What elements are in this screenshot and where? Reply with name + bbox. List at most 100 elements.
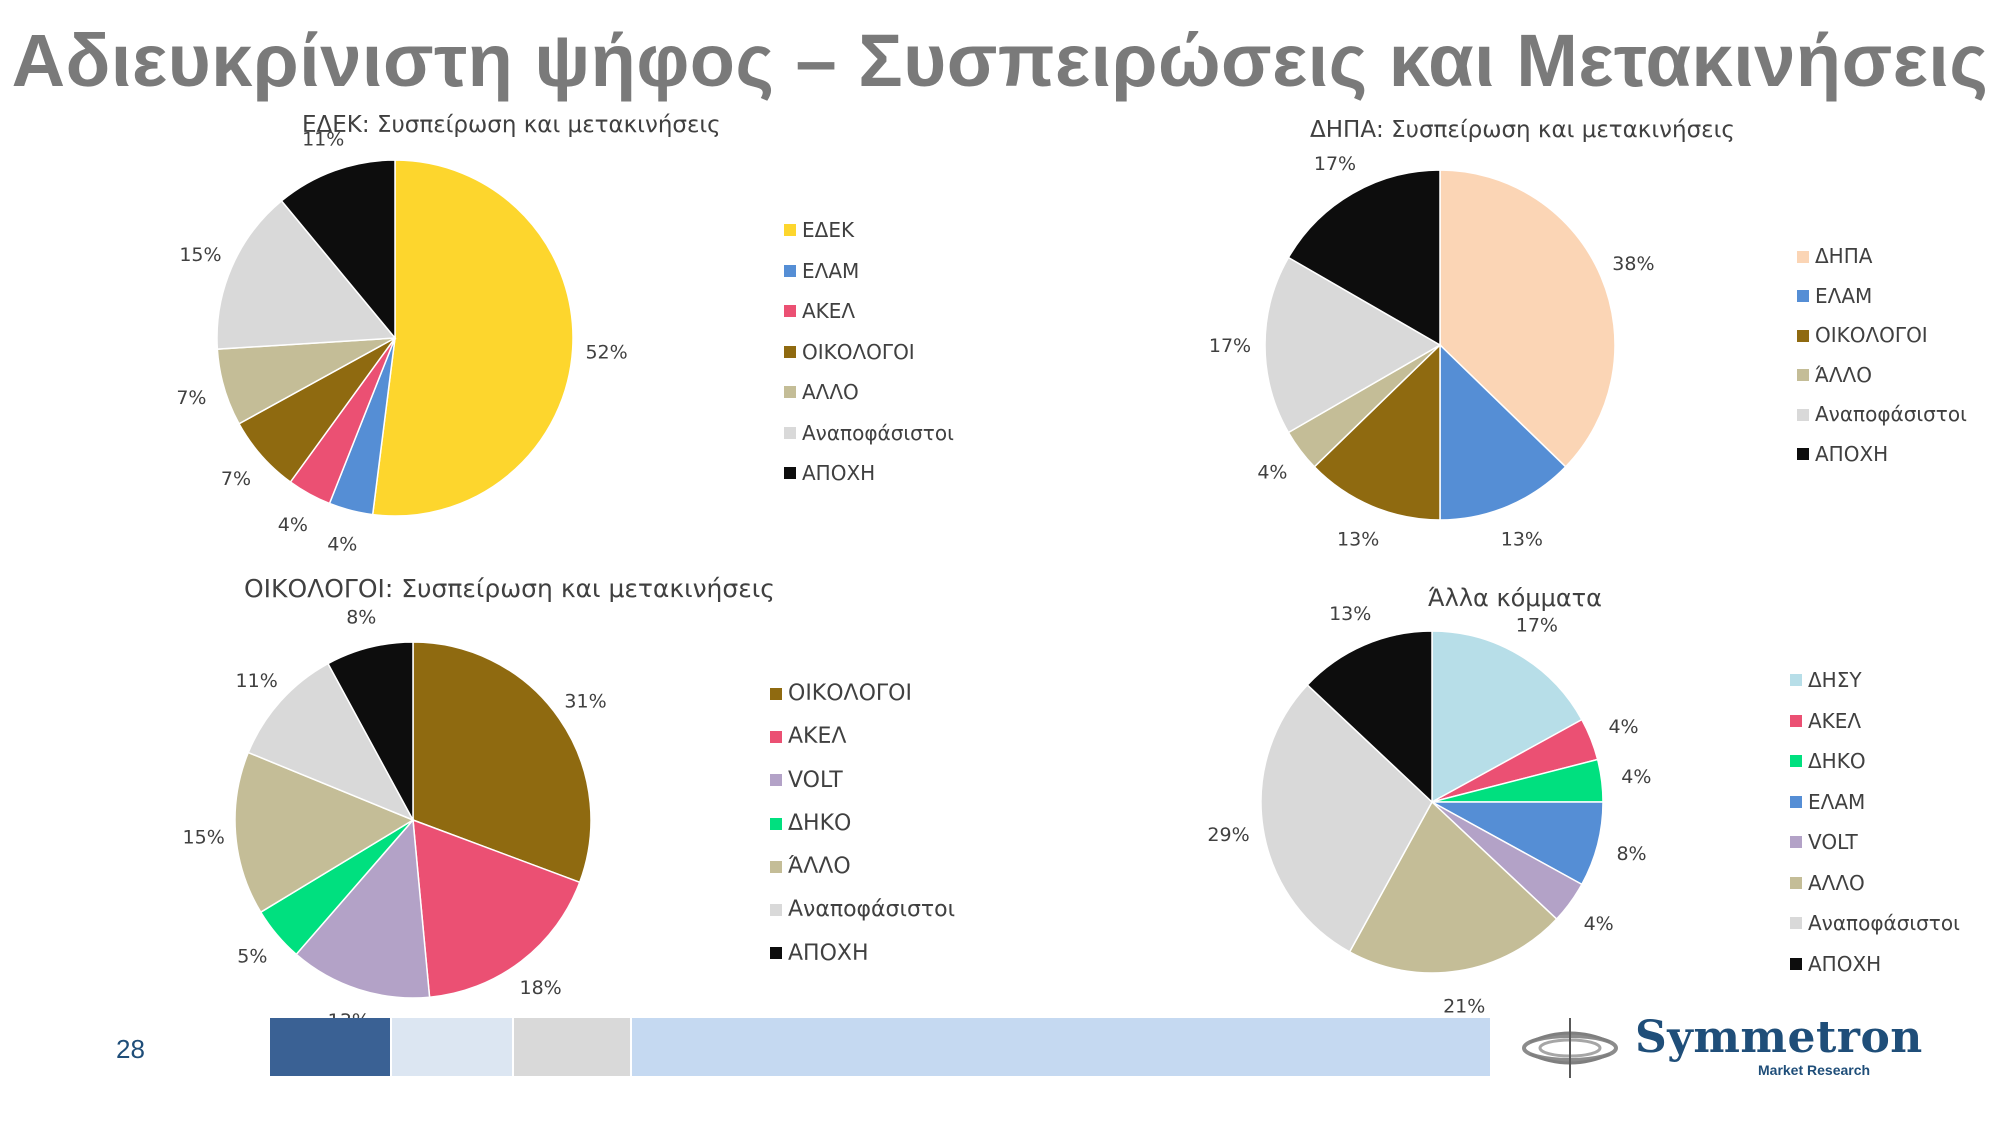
pie-slice	[412, 641, 592, 884]
pie-data-label: 4%	[1621, 766, 1651, 788]
legend-item: ΆΛΛΟ	[770, 845, 955, 888]
legend-item: ΕΛΑΜ	[1797, 277, 1967, 317]
legend-swatch	[770, 730, 782, 743]
legend-swatch	[1797, 369, 1809, 382]
legend-label: ΔΗΠΑ	[1815, 244, 1873, 268]
legend-label: ΆΛΛΟ	[1815, 362, 1872, 387]
chart-title-dhpa: ΔΗΠΑ: Συσπείρωση και μετακινήσεις	[1310, 117, 1735, 143]
legend-swatch	[784, 264, 796, 277]
legend-swatch	[1797, 290, 1809, 303]
legend-item: Αναποφάσιστοι	[1790, 903, 1960, 944]
legend-item: ΑΠΟΧΗ	[1797, 435, 1967, 475]
pie-data-label: 13%	[1329, 603, 1371, 625]
legend-alla-kommata: ΔΗΣΥ ΑΚΕΛ ΔΗΚΟ ΕΛΑΜ VOLT ΑΛΛΟ Αναποφάσιστοι ΑΠΟ…	[1790, 660, 1960, 984]
legend-item: Αναποφάσιστοι	[784, 413, 954, 454]
pie-slice	[1306, 630, 1433, 804]
pie-slice	[412, 818, 581, 999]
legend-item: VOLT	[1790, 822, 1960, 863]
pie-data-label: 5%	[237, 945, 267, 967]
legend-swatch	[1790, 876, 1802, 889]
legend-item: ΔΗΚΟ	[1790, 741, 1960, 782]
legend-item: ΟΙΚΟΛΟΓΟΙ	[1797, 316, 1967, 356]
legend-label: ΟΙΚΟΛΟΓΟΙ	[788, 681, 912, 706]
legend-item: ΑΠΟΧΗ	[770, 932, 955, 975]
legend-label: ΑΚΕΛ	[802, 299, 856, 323]
pie-slice	[234, 751, 415, 914]
legend-label: ΔΗΚΟ	[788, 810, 852, 836]
page-title: Αδιευκρίνιστη ψήφος – Συσπειρώσεις και Μ…	[11, 19, 1989, 102]
pie-slice	[1260, 683, 1433, 953]
legend-label: ΕΛΑΜ	[1808, 789, 1866, 814]
legend-label: Αναποφάσιστοι	[1815, 402, 1967, 426]
chart-title-edek: ΕΔΕΚ: Συσπείρωση και μετακινήσεις	[302, 112, 721, 138]
pie-data-label: 15%	[183, 826, 225, 848]
legend-swatch	[784, 224, 796, 237]
legend-swatch	[1790, 755, 1802, 768]
pie-slice	[1264, 256, 1442, 434]
chart-title-alla-kommata: Άλλα κόμματα	[1428, 584, 1602, 612]
legend-oikologoi: ΟΙΚΟΛΟΓΟΙ ΑΚΕΛ VOLT ΔΗΚΟ ΆΛΛΟ Αναποφάσιστοι ΑΠ…	[770, 672, 955, 975]
legend-item: ΟΙΚΟΛΟΓΟΙ	[770, 672, 955, 715]
pie-slice	[216, 199, 397, 350]
legend-swatch	[1797, 250, 1809, 263]
pie-slice	[1439, 169, 1616, 468]
legend-label: ΑΚΕΛ	[1808, 708, 1862, 733]
page-number: 28	[116, 1034, 145, 1064]
legend-item: ΑΚΕΛ	[1790, 701, 1960, 742]
legend-swatch	[770, 947, 782, 960]
legend-swatch	[1790, 836, 1802, 849]
legend-label: Αναποφάσιστοι	[1808, 911, 1960, 935]
legend-label: VOLT	[1808, 830, 1858, 854]
legend-label: ΔΗΣΥ	[1808, 668, 1862, 692]
legend-swatch	[770, 817, 782, 830]
legend-item: ΔΗΚΟ	[770, 802, 955, 845]
pie-slice	[327, 641, 414, 821]
legend-swatch	[1797, 408, 1809, 421]
legend-item: ΑΚΕΛ	[784, 291, 954, 332]
pie-data-label: 17%	[1516, 615, 1558, 637]
pie-slice	[371, 159, 574, 517]
legend-swatch	[770, 774, 782, 787]
pie-slice	[1431, 630, 1583, 804]
legend-label: ΑΛΛΟ	[1808, 870, 1865, 895]
legend-swatch	[1797, 329, 1809, 342]
legend-swatch	[784, 426, 796, 439]
pie-data-label: 18%	[520, 977, 562, 999]
legend-swatch	[1790, 917, 1802, 930]
pie-data-label: 7%	[221, 468, 251, 490]
legend-item: Αναποφάσιστοι	[1797, 395, 1967, 435]
pie-data-label: 4%	[1584, 913, 1614, 935]
legend-item: ΑΠΟΧΗ	[1790, 944, 1960, 985]
legend-label: ΕΛΑΜ	[802, 258, 860, 283]
legend-swatch	[1790, 714, 1802, 727]
pie-data-label: 4%	[278, 514, 308, 536]
pie-data-label: 21%	[1443, 995, 1485, 1017]
pie-data-label: 17%	[1209, 335, 1251, 357]
legend-item: ΑΛΛΟ	[784, 372, 954, 413]
legend-label: ΕΔΕΚ	[802, 218, 855, 242]
pie-data-label: 11%	[302, 129, 344, 151]
footer-bar-segment-3	[514, 1018, 630, 1076]
legend-swatch	[784, 345, 796, 358]
pie-data-label: 4%	[1608, 716, 1638, 738]
legend-item: ΑΚΕΛ	[770, 715, 955, 758]
pie-data-label: 13%	[1337, 528, 1379, 550]
legend-swatch	[784, 305, 796, 318]
legend-swatch	[770, 904, 782, 917]
pie-data-label: 38%	[1612, 253, 1654, 275]
legend-edek: ΕΔΕΚ ΕΛΑΜ ΑΚΕΛ ΟΙΚΟΛΟΓΟΙ ΑΛΛΟ Αναποφάσιστοι ΑΠ…	[784, 210, 954, 494]
pie-data-label: 52%	[585, 341, 627, 363]
legend-label: ΔΗΚΟ	[1808, 749, 1866, 773]
legend-label: ΑΚΕΛ	[788, 724, 847, 750]
pie-slice	[295, 818, 431, 999]
pie-slice	[1313, 343, 1441, 521]
pie-data-label: 29%	[1207, 824, 1249, 846]
chart-title-oikologoi: ΟΙΚΟΛΟΓΟΙ: Συσπείρωση και μετακινήσεις	[244, 574, 775, 603]
legend-swatch	[784, 467, 796, 480]
legend-label: ΕΛΑΜ	[1815, 283, 1873, 308]
legend-item: ΑΛΛΟ	[1790, 863, 1960, 904]
pie-data-label: 31%	[564, 690, 606, 712]
logo-subtitle: Market Research	[1758, 1062, 1871, 1078]
legend-swatch	[770, 687, 782, 700]
legend-label: ΑΠΟΧΗ	[802, 461, 876, 485]
